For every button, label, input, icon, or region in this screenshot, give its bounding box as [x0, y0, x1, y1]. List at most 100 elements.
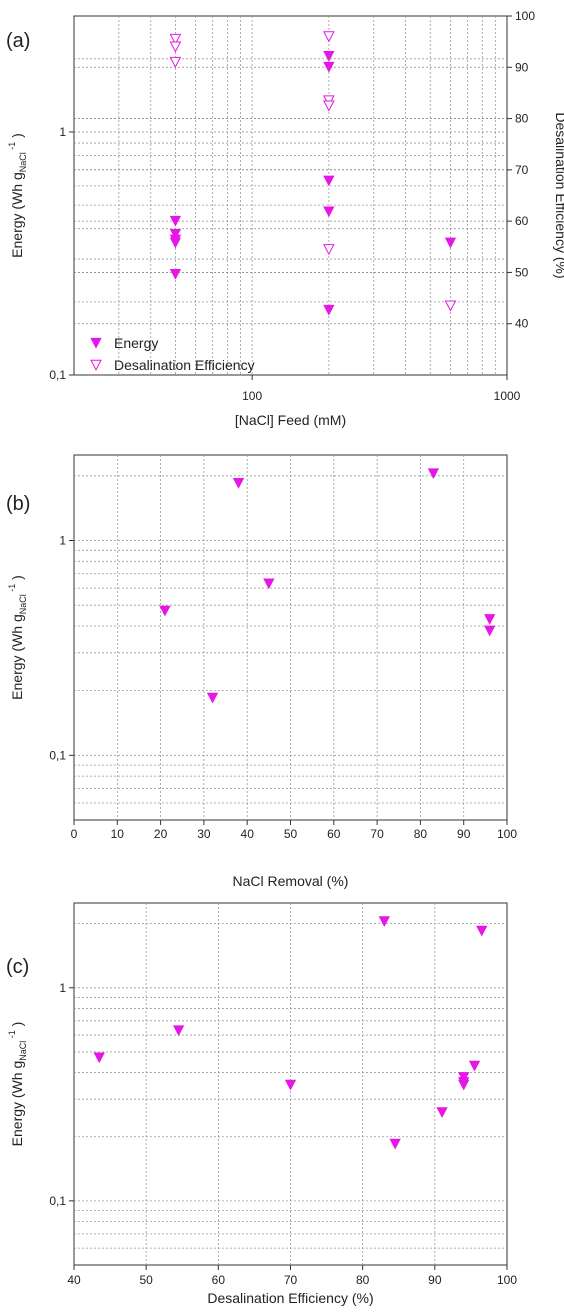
data-point [169, 215, 182, 227]
data-point [323, 31, 335, 43]
y2-axis-label: Desalination Efficiency (%) [553, 112, 564, 278]
y2-tick-label: 80 [515, 112, 529, 126]
y-tick-label: 0,1 [49, 368, 66, 382]
y-axis: 0,1 1 Energy (Wh gNaCl -1 ) [7, 125, 74, 382]
x-tick-label: 1000 [494, 389, 521, 403]
x-tick-label: 40 [67, 1273, 81, 1287]
x-tick-label: 60 [327, 827, 341, 841]
data-point [458, 1079, 470, 1091]
data-point [323, 100, 335, 112]
legend: Energy Desalination Efficiency [90, 335, 255, 373]
data-point [206, 692, 219, 704]
x-tick-label: 100 [497, 1273, 517, 1287]
data-point [323, 175, 335, 187]
data-point [323, 304, 335, 316]
x-axis: 0 10 20 30 40 50 60 70 80 90 100 NaCl Removal (%) [71, 820, 517, 889]
x-axis-label: [NaCl] Feed (mM) [235, 412, 346, 428]
y-tick-label: 1 [59, 533, 66, 547]
data-point [172, 1025, 185, 1037]
x-tick-label: 90 [428, 1273, 442, 1287]
x-tick-label: 80 [414, 827, 428, 841]
legend-label: Energy [114, 335, 158, 351]
data-point [263, 578, 275, 590]
data-point [476, 925, 488, 937]
x-axis: 100 1000 [NaCl] Feed (mM) [235, 375, 521, 428]
x-tick-label: 20 [154, 827, 168, 841]
x-tick-label: 70 [370, 827, 384, 841]
y2-tick-label: 40 [515, 317, 529, 331]
y-tick-label: 0,1 [49, 748, 66, 762]
data-point [468, 1060, 481, 1072]
data-point [427, 468, 440, 480]
data-point [484, 625, 496, 637]
grid-lines [74, 903, 507, 1265]
y2-tick-label: 60 [515, 214, 529, 228]
x-tick-label: 60 [212, 1273, 226, 1287]
x-tick-label: 100 [497, 827, 517, 841]
data-point [169, 228, 182, 240]
panel-label: (b) [6, 493, 30, 515]
data-point [169, 41, 182, 53]
y2-tick-label: 90 [515, 60, 529, 74]
data-point [323, 244, 335, 256]
x-tick-label: 40 [241, 827, 255, 841]
x-tick-label: 50 [284, 827, 298, 841]
y2-tick-label: 70 [515, 163, 529, 177]
y2-axis: 40 50 60 70 80 90 100 Desalination Efficiency (… [507, 9, 564, 331]
x-axis-label: Desalination Efficiency (%) [207, 1290, 373, 1306]
data-point [378, 916, 390, 927]
data-point [169, 33, 182, 45]
data-point [436, 1107, 448, 1119]
y-axis-label: Energy (Wh gNaCl -1 ) [7, 133, 28, 258]
x-tick-label: 0 [71, 827, 78, 841]
data-point [323, 51, 335, 62]
x-tick-label: 50 [139, 1273, 153, 1287]
data-point [159, 605, 171, 617]
data-point [323, 61, 335, 73]
y-axis: 0,1 1 Energy (Wh gNaCl -1 ) [7, 981, 74, 1208]
y-axis-label: Energy (Wh gNaCl -1 ) [7, 575, 28, 700]
series-2 [169, 31, 457, 312]
x-tick-label: 80 [356, 1273, 370, 1287]
x-tick-label: 90 [457, 827, 471, 841]
chart-panel-3: 40 50 60 70 80 90 100 Desalination Efficiency (… [6, 902, 517, 1306]
data-point [169, 268, 182, 280]
grid-lines [74, 16, 507, 375]
legend-marker [90, 359, 102, 371]
series-1 [159, 468, 496, 704]
y-tick-label: 1 [59, 125, 66, 139]
data-point [323, 206, 335, 218]
data-point [284, 1079, 297, 1091]
data-point [444, 237, 457, 249]
data-point [389, 1138, 401, 1150]
y2-tick-label: 50 [515, 265, 529, 279]
legend-marker [90, 337, 102, 349]
x-axis: 40 50 60 70 80 90 100 Desalination Efficiency (… [67, 1265, 517, 1306]
plot-area [73, 15, 508, 376]
panel-label: (c) [6, 956, 29, 978]
x-tick-label: 100 [242, 389, 262, 403]
chart-panel-1: 100 1000 [NaCl] Feed (mM) 0,1 1 Energy (Wh gN… [6, 9, 564, 428]
data-point [444, 300, 457, 312]
x-axis-label: NaCl Removal (%) [233, 873, 349, 889]
x-tick-label: 30 [197, 827, 211, 841]
data-point [232, 477, 245, 489]
y-tick-label: 0,1 [49, 1194, 66, 1208]
grid-lines [74, 455, 507, 820]
series-1 [93, 916, 488, 1150]
panel-label: (a) [6, 30, 30, 52]
x-tick-label: 10 [111, 827, 125, 841]
data-point [169, 56, 182, 68]
data-point [484, 614, 496, 625]
series-1 [169, 51, 457, 316]
chart-panel-2: 0 10 20 30 40 50 60 70 80 90 100 NaCl Removal (%) 0,… [6, 454, 517, 889]
data-point [169, 237, 182, 249]
y2-tick-label: 100 [515, 9, 535, 23]
y-axis-label: Energy (Wh gNaCl -1 ) [7, 1022, 28, 1147]
y-tick-label: 1 [59, 981, 66, 995]
legend-label: Desalination Efficiency [114, 357, 255, 373]
x-tick-label: 70 [284, 1273, 298, 1287]
y-axis: 0,1 1 Energy (Wh gNaCl -1 ) [7, 533, 74, 762]
data-point [93, 1052, 105, 1064]
